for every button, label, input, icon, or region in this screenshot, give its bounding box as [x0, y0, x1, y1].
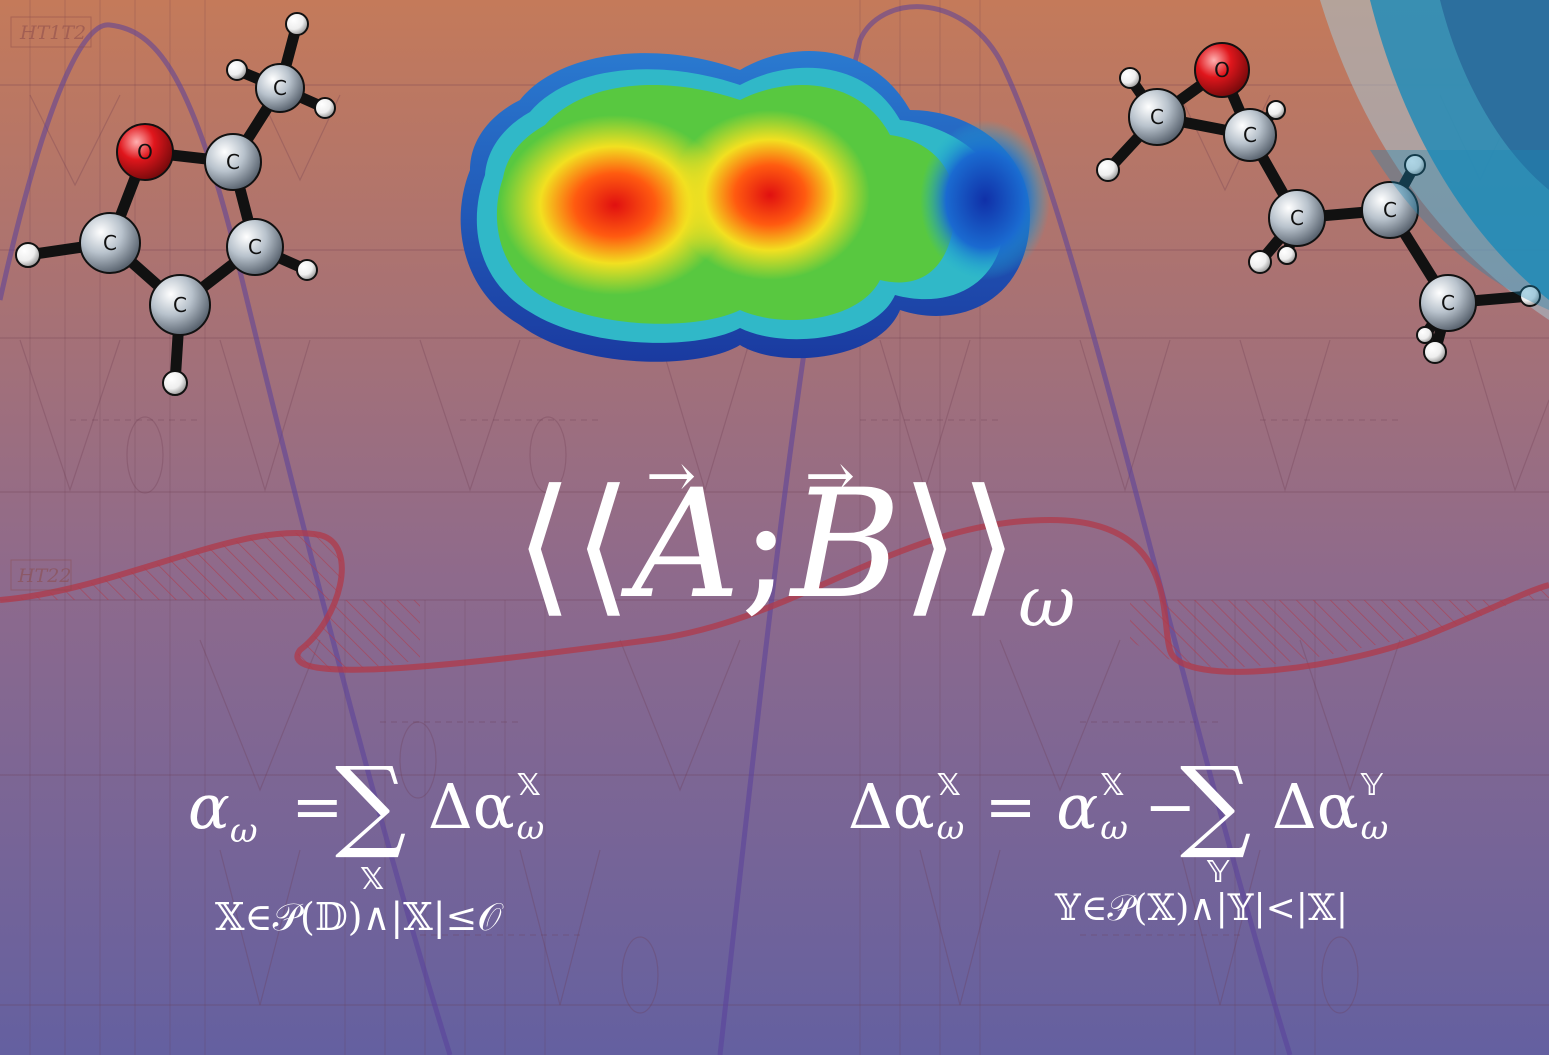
atom-label-c: C: [1383, 198, 1397, 222]
main-formula: ⟨⟨ → A; → B⟩⟩ω: [515, 446, 1075, 637]
atom-label-c: C: [1150, 105, 1164, 129]
main-formula-operator-a: → A: [632, 441, 741, 632]
atom-label-o: O: [1214, 58, 1230, 82]
diagram-label-mid: HT22: [10, 559, 72, 591]
molecule-left: O C C C C C: [15, 12, 336, 396]
diagram-label-top-text: HT1T2: [19, 22, 86, 44]
main-formula-operator-b: → B: [790, 441, 902, 632]
atom-label-c: C: [248, 235, 262, 259]
atom-label-c: C: [173, 293, 187, 317]
atom-label-c: C: [1243, 123, 1257, 147]
blue-arc-decoration: [1320, 0, 1549, 320]
atom-label-c: C: [226, 150, 240, 174]
atom-label-c: C: [1290, 206, 1304, 230]
formula-left-sum-index: 𝕏: [360, 862, 385, 897]
main-formula-separator: ;: [740, 458, 791, 632]
diagram-label-top: HT1T2: [10, 16, 92, 48]
molecule-right: O C C C C C: [1096, 42, 1549, 364]
atom-label-c: C: [103, 231, 117, 255]
main-formula-left-brackets: ⟨⟨: [515, 458, 633, 632]
formula-right-condition: 𝕐∈𝒫(𝕏)∧|𝕐|<|𝕏|: [1055, 888, 1348, 929]
atom-label-c: C: [1441, 291, 1455, 315]
formula-left-condition: 𝕏∈𝒫(𝔻)∧|𝕏|≤𝒪: [215, 895, 502, 939]
formula-right-sum-index: 𝕐: [1207, 855, 1230, 890]
formula-left-lhs: αω =: [188, 770, 344, 851]
main-formula-right-brackets: ⟩⟩: [901, 458, 1019, 632]
atom-label-c: C: [273, 76, 287, 100]
formula-left-sum: ∑: [335, 745, 407, 862]
formula-right-sum: ∑: [1180, 745, 1252, 862]
red-hatched-wave: [0, 516, 1549, 675]
diagram-label-mid-text: HT22: [17, 565, 71, 587]
main-formula-frequency-subscript: ω: [1018, 561, 1076, 643]
electron-density-surface: [460, 50, 1050, 362]
atom-label-o: O: [137, 140, 153, 164]
